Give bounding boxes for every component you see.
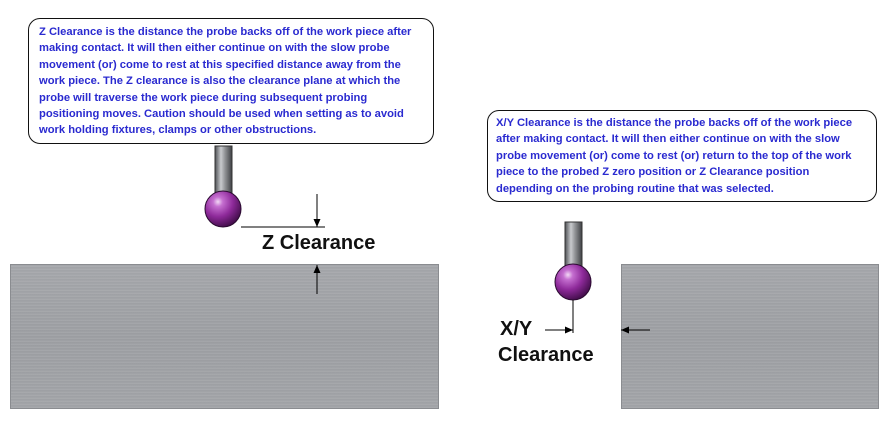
xy-clearance-dimension — [545, 300, 650, 334]
z-probe-ball — [204, 190, 242, 228]
xy-probe — [554, 221, 592, 301]
z-arrow-top-head — [313, 219, 321, 227]
xy-probe-shaft — [564, 221, 583, 268]
xy-clearance-description: X/Y Clearance is the distance the probe … — [496, 117, 853, 195]
z-probe-shaft — [214, 145, 233, 195]
work-piece-right — [621, 264, 879, 409]
xy-arrow-left-head — [565, 326, 573, 334]
xy-clearance-label-line2: Clearance — [498, 344, 594, 366]
work-piece-left — [10, 264, 439, 409]
xy-probe-ball — [554, 263, 592, 301]
z-probe — [204, 145, 242, 228]
z-arrow-bottom-head — [313, 265, 321, 273]
z-clearance-callout: Z Clearance is the distance the probe ba… — [28, 18, 434, 144]
z-clearance-dimension — [241, 194, 325, 294]
xy-arrow-right-head — [621, 326, 629, 334]
z-clearance-description: Z Clearance is the distance the probe ba… — [39, 26, 412, 137]
xy-clearance-callout: X/Y Clearance is the distance the probe … — [487, 110, 877, 202]
xy-clearance-label-line1: X/Y — [500, 318, 533, 340]
z-clearance-label: Z Clearance — [262, 232, 376, 254]
